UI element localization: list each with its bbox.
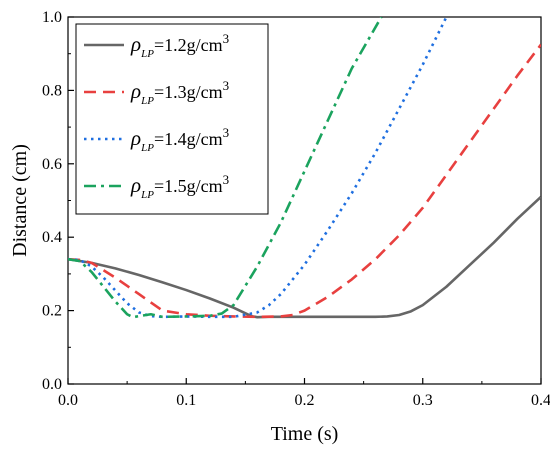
series-line-2: [68, 43, 541, 319]
legend-rho-symbol: ρ: [130, 173, 141, 197]
y-tick-label: 1.0: [42, 9, 62, 26]
series-line-3: [68, 17, 448, 319]
legend-rho-symbol: ρ: [130, 32, 141, 56]
legend-superscript: 3: [223, 125, 230, 140]
legend-value: =1.2g/cm: [154, 35, 223, 55]
legend-box: [75, 23, 269, 215]
series-line-4: [68, 17, 383, 319]
legend-rho-symbol: ρ: [130, 126, 141, 150]
legend-label-3: ρLP=1.4g/cm3: [130, 125, 229, 154]
x-tick-label: 0.2: [295, 392, 315, 409]
y-tick-label: 0.4: [42, 229, 62, 246]
legend-superscript: 3: [223, 172, 230, 187]
legend-label-4: ρLP=1.5g/cm3: [130, 172, 229, 201]
legend-subscript: LP: [140, 142, 154, 154]
legend-label-2: ρLP=1.3g/cm3: [130, 78, 229, 107]
legend-superscript: 3: [223, 78, 230, 93]
legend-label-1: ρLP=1.2g/cm3: [130, 31, 229, 60]
x-tick-label: 0.4: [531, 392, 550, 409]
y-tick-label: 0.6: [42, 156, 62, 173]
legend: ρLP=1.2g/cm3ρLP=1.3g/cm3ρLP=1.4g/cm3ρLP=…: [75, 23, 269, 215]
legend-rho-symbol: ρ: [130, 79, 141, 103]
y-axis-title: Distance (cm): [9, 144, 31, 257]
y-tick-label: 0.8: [42, 82, 62, 99]
series-lines: [68, 17, 541, 319]
axes: 0.0 0.1 0.2 0.3 0.4 0.0 0.2 0.4 0.6 0.8 1.0 Time (s…: [9, 9, 550, 445]
x-tick-label: 0.3: [413, 392, 433, 409]
x-tick-label: 0.1: [176, 392, 196, 409]
legend-value: =1.3g/cm: [154, 82, 223, 102]
legend-superscript: 3: [223, 31, 230, 46]
legend-subscript: LP: [140, 189, 154, 201]
series-line-1: [68, 195, 541, 319]
legend-value: =1.5g/cm: [154, 176, 223, 196]
legend-subscript: LP: [140, 48, 154, 60]
legend-value: =1.4g/cm: [154, 129, 223, 149]
x-tick-label: 0.0: [58, 392, 78, 409]
y-tick-label: 0.0: [42, 376, 62, 393]
y-tick-label: 0.2: [42, 303, 62, 320]
legend-subscript: LP: [140, 95, 154, 107]
x-axis-title: Time (s): [271, 423, 339, 445]
